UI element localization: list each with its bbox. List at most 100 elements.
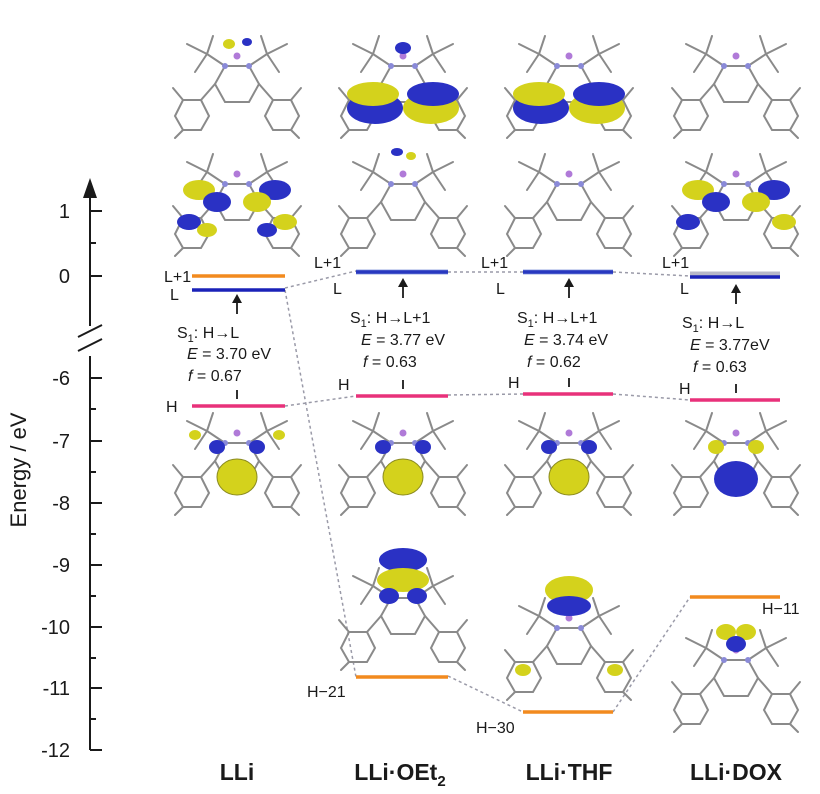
transition-state: S: [177, 325, 188, 342]
orbital-thf-lumo-plus1: [504, 35, 634, 139]
osc-symbol: f: [363, 354, 369, 371]
energy-symbol: E: [361, 332, 372, 349]
energy-levels: [192, 269, 780, 714]
column-name-sub: 2: [437, 773, 445, 790]
column-label-dox: LLi·DOX: [690, 759, 783, 785]
svg-text:f = 0.62: f = 0.62: [527, 354, 581, 371]
svg-text:S1: H→L+1: S1: H→L+1: [350, 310, 430, 330]
level-label: L+1: [164, 269, 191, 286]
orbital-lli-lumo-plus1: [172, 35, 302, 139]
osc-value: = 0.63: [697, 359, 746, 376]
axis-tick-label: -10: [41, 617, 70, 639]
axis-tick-label: 1: [59, 201, 70, 223]
column-label-oet2: LLi·OEt2: [354, 759, 445, 790]
transition-state-sub: 1: [188, 333, 194, 345]
transition-state-sub: 1: [693, 323, 699, 335]
orbital-dox-homo: [671, 412, 801, 516]
axis-tick-label: -9: [52, 555, 70, 577]
transition-text: : H→L+1: [534, 310, 598, 327]
svg-text:f = 0.63: f = 0.63: [363, 354, 417, 371]
energy-value: = 3.77eV: [701, 337, 770, 354]
orbital-thf-homo: [504, 412, 634, 516]
transition-state-sub: 1: [361, 318, 367, 330]
energy-symbol: E: [690, 337, 701, 354]
osc-symbol: f: [527, 354, 533, 371]
level-label: H: [166, 399, 178, 416]
orbital-dox-lumo: [671, 153, 801, 257]
orbital-oet2-lumo: [338, 148, 468, 257]
orbital-oet2-deep: [338, 548, 468, 671]
osc-value: = 0.67: [192, 368, 241, 385]
svg-text:f = 0.67: f = 0.67: [188, 368, 242, 385]
energy-value: = 3.74 eV: [535, 332, 609, 349]
axis-tick-label: -6: [52, 368, 70, 390]
orbital-thf-lumo: [504, 153, 634, 257]
level-label: H−11: [762, 601, 800, 618]
axis-break-mark: [77, 338, 103, 352]
svg-text:S1: H→L: S1: H→L: [682, 315, 744, 335]
annotation-thf: S1: H→L+1 E = 3.74 eV f = 0.62: [517, 310, 608, 371]
axis-tick-label: -7: [52, 431, 70, 453]
transition-arrows: [232, 278, 741, 399]
orbital-lli-lumo: [172, 153, 302, 257]
transition-text: : H→L: [194, 325, 239, 342]
energy-axis: [77, 178, 103, 751]
energy-value: = 3.77 eV: [372, 332, 446, 349]
level-label: H−30: [476, 720, 515, 737]
axis-tick-label: -8: [52, 493, 70, 515]
annotation-dox: S1: H→L E = 3.77eV f = 0.63: [682, 315, 770, 376]
transition-state: S: [682, 315, 693, 332]
axis-tick-label: -12: [41, 740, 70, 762]
transition-state: S: [350, 310, 361, 327]
svg-text:E = 3.77 eV: E = 3.77 eV: [361, 332, 445, 349]
column-label-lli: LLi: [220, 759, 255, 785]
transition-state: S: [517, 310, 528, 327]
orbital-thf-deep: [504, 576, 634, 701]
osc-symbol: f: [188, 368, 194, 385]
transition-text: : H→L: [699, 315, 744, 332]
annotation-lli: S1: H→L E = 3.70 eV f = 0.67: [177, 325, 271, 385]
axis-arrow-icon: [83, 178, 97, 198]
svg-text:E = 3.70 eV: E = 3.70 eV: [187, 346, 271, 363]
orbital-oet2-homo: [338, 412, 468, 516]
level-label: L+1: [314, 255, 341, 272]
column-name: LLi·OEt: [354, 759, 437, 785]
transition-state-sub: 1: [528, 318, 534, 330]
osc-value: = 0.62: [531, 354, 580, 371]
level-label: L: [680, 281, 689, 298]
axis-break-mark: [77, 324, 103, 338]
level-label: H−21: [307, 684, 346, 701]
svg-text:E = 3.74 eV: E = 3.74 eV: [524, 332, 608, 349]
energy-symbol: E: [187, 346, 198, 363]
level-label: L: [333, 281, 342, 298]
osc-value: = 0.63: [367, 354, 416, 371]
level-label: H: [508, 375, 520, 392]
correlation-lines: [284, 270, 691, 713]
energy-symbol: E: [524, 332, 535, 349]
svg-text:f = 0.63: f = 0.63: [693, 359, 747, 376]
level-label: H: [679, 381, 691, 398]
orbital-oet2-lumo-plus1: [338, 35, 468, 139]
axis-tick-label: -11: [43, 678, 70, 700]
level-label: L+1: [481, 255, 508, 272]
level-label: L: [496, 281, 505, 298]
column-name: LLi: [220, 759, 255, 785]
axis-tick-label: 0: [59, 266, 70, 288]
orbital-dox-lumo-plus1: [671, 35, 801, 139]
level-label: L: [170, 287, 179, 304]
orbital-lli-homo: [172, 412, 302, 516]
column-name: LLi·THF: [526, 759, 613, 785]
osc-symbol: f: [693, 359, 699, 376]
column-name: LLi·DOX: [690, 759, 783, 785]
annotation-oet2: S1: H→L+1 E = 3.77 eV f = 0.63: [350, 310, 445, 371]
energy-value: = 3.70 eV: [198, 346, 272, 363]
axis-title: Energy / eV: [6, 412, 31, 527]
transition-text: : H→L+1: [367, 310, 431, 327]
level-label: H: [338, 377, 350, 394]
svg-text:S1: H→L: S1: H→L: [177, 325, 239, 345]
column-label-thf: LLi·THF: [526, 759, 613, 785]
svg-text:E = 3.77eV: E = 3.77eV: [690, 337, 770, 354]
svg-text:S1: H→L+1: S1: H→L+1: [517, 310, 597, 330]
level-label: L+1: [662, 255, 689, 272]
